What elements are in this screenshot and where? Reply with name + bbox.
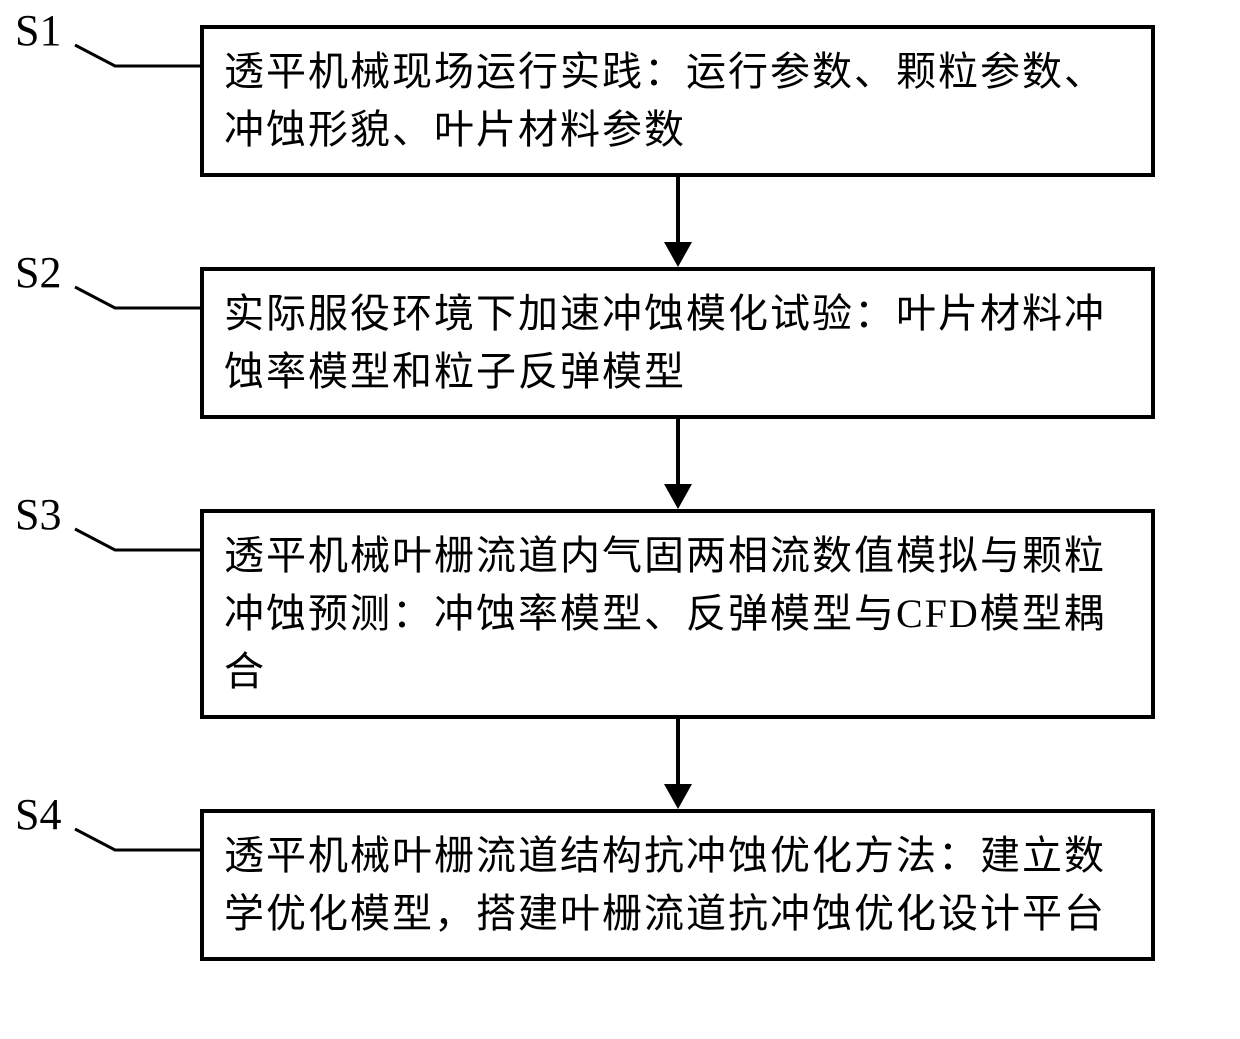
arrow-down-icon <box>658 177 698 267</box>
step-box: 实际服役环境下加速冲蚀模化试验：叶片材料冲蚀率模型和粒子反弹模型 <box>200 267 1155 419</box>
step-s3: S3 透平机械叶栅流道内气固两相流数值模拟与颗粒冲蚀预测：冲蚀率模型、反弹模型与… <box>90 509 1160 719</box>
step-text: 透平机械现场运行实践：运行参数、颗粒参数、冲蚀形貌、叶片材料参数 <box>224 43 1131 159</box>
step-label: S2 <box>15 247 61 298</box>
label-connector-line <box>70 285 205 310</box>
step-s1: S1 透平机械现场运行实践：运行参数、颗粒参数、冲蚀形貌、叶片材料参数 <box>90 25 1160 177</box>
arrow-down-icon <box>658 419 698 509</box>
step-box: 透平机械叶栅流道内气固两相流数值模拟与颗粒冲蚀预测：冲蚀率模型、反弹模型与CFD… <box>200 509 1155 719</box>
arrow-down <box>200 177 1155 267</box>
label-connector-line <box>70 527 205 552</box>
step-box: 透平机械叶栅流道结构抗冲蚀优化方法：建立数学优化模型，搭建叶栅流道抗冲蚀优化设计… <box>200 809 1155 961</box>
arrow-down <box>200 719 1155 809</box>
label-connector-line <box>70 43 205 68</box>
label-connector-line <box>70 827 205 852</box>
step-s4: S4 透平机械叶栅流道结构抗冲蚀优化方法：建立数学优化模型，搭建叶栅流道抗冲蚀优… <box>90 809 1160 961</box>
step-label: S3 <box>15 489 61 540</box>
step-text: 实际服役环境下加速冲蚀模化试验：叶片材料冲蚀率模型和粒子反弹模型 <box>224 285 1131 401</box>
step-label: S1 <box>15 5 61 56</box>
step-text: 透平机械叶栅流道结构抗冲蚀优化方法：建立数学优化模型，搭建叶栅流道抗冲蚀优化设计… <box>224 827 1131 943</box>
step-box: 透平机械现场运行实践：运行参数、颗粒参数、冲蚀形貌、叶片材料参数 <box>200 25 1155 177</box>
step-s2: S2 实际服役环境下加速冲蚀模化试验：叶片材料冲蚀率模型和粒子反弹模型 <box>90 267 1160 419</box>
arrow-down <box>200 419 1155 509</box>
arrow-down-icon <box>658 719 698 809</box>
flowchart-container: S1 透平机械现场运行实践：运行参数、颗粒参数、冲蚀形貌、叶片材料参数 S2 实… <box>90 25 1160 961</box>
step-label: S4 <box>15 789 61 840</box>
step-text: 透平机械叶栅流道内气固两相流数值模拟与颗粒冲蚀预测：冲蚀率模型、反弹模型与CFD… <box>224 527 1131 701</box>
